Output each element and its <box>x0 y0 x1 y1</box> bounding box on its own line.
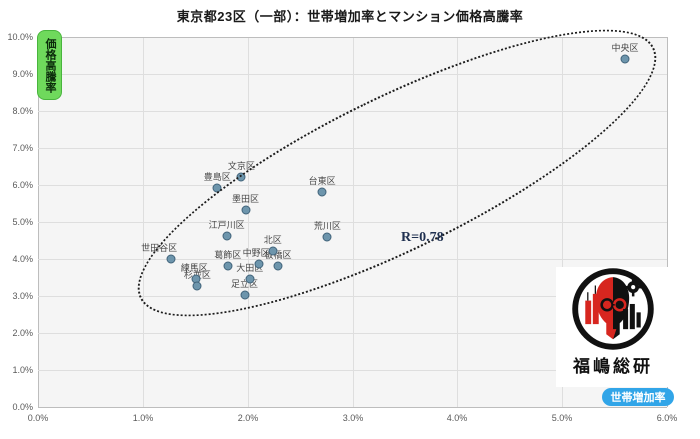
data-point-label: 荒川区 <box>313 220 341 231</box>
y-tick-label: 8.0% <box>12 106 33 116</box>
data-point-label: 北区 <box>263 234 282 245</box>
chart-title: 東京都23区（一部）：世帯増加率とマンション価格高騰率 <box>176 9 524 24</box>
y-tick-label: 7.0% <box>12 143 33 153</box>
data-point <box>273 261 283 271</box>
h-gridline <box>38 222 667 223</box>
data-point <box>223 261 233 271</box>
data-point <box>322 232 332 242</box>
x-tick-label: 3.0% <box>342 413 364 423</box>
y-tick-label: 9.0% <box>12 69 33 79</box>
data-point-label: 中央区 <box>611 43 639 54</box>
data-point <box>317 187 327 197</box>
data-point <box>166 254 176 264</box>
x-tick-label: 0.0% <box>27 413 49 423</box>
h-gridline <box>38 74 667 75</box>
plot-area: 中央区文京区 豊島区 台東区墨田区江戸川区 荒川区北区世田谷区中野区 板橋区 葛飾区 大田区… <box>38 37 668 408</box>
data-point-label: 墨田区 <box>232 194 260 205</box>
data-point <box>236 172 246 182</box>
h-gridline <box>38 333 667 334</box>
y-tick-label: 4.0% <box>12 254 33 264</box>
data-point <box>620 54 630 64</box>
data-point <box>212 183 222 193</box>
fukushima-souken-logo: 福嶋総研 <box>556 267 670 387</box>
data-point-label: 葛飾区 <box>214 250 242 261</box>
h-gridline <box>38 259 667 260</box>
data-point-label: 江戸川区 <box>208 219 245 230</box>
data-point <box>268 246 278 256</box>
data-point <box>254 259 264 269</box>
y-tick-label: 5.0% <box>12 217 33 227</box>
h-gridline <box>38 370 667 371</box>
data-point-label: 世田谷区 <box>141 243 178 253</box>
x-tick-label: 1.0% <box>132 413 154 423</box>
correlation-annotation: R=0.78 <box>401 230 444 245</box>
data-point <box>241 205 251 215</box>
y-tick-label: 6.0% <box>12 180 33 190</box>
y-tick-label: 3.0% <box>12 291 33 301</box>
y-tick-label: 1.0% <box>12 365 33 375</box>
h-gridline <box>38 185 667 186</box>
h-gridline <box>38 37 667 38</box>
y-tick-label: 0.0% <box>12 402 33 412</box>
y-axis-label: 価格高騰率 <box>37 30 62 100</box>
data-point-label: 中野区 <box>242 248 270 259</box>
data-point-label: 練馬区 <box>180 262 208 273</box>
h-gridline <box>38 407 667 408</box>
data-point-label: 大田区 <box>236 262 264 273</box>
data-point <box>240 290 250 300</box>
x-axis-label: 世帯増加率 <box>602 388 674 406</box>
data-point-label: 台東区 <box>308 176 336 187</box>
data-point <box>222 231 232 241</box>
data-point <box>245 274 255 284</box>
data-point <box>192 281 202 291</box>
y-tick-label: 10.0% <box>7 32 33 42</box>
data-point-label: 板橋区 <box>264 249 292 260</box>
y-tick-label: 2.0% <box>12 328 33 338</box>
x-tick-label: 4.0% <box>446 413 468 423</box>
v-gridline <box>667 37 668 407</box>
data-point-label: 文京区 <box>227 160 255 171</box>
data-point-label: 豊島区 <box>203 171 231 182</box>
x-tick-label: 5.0% <box>551 413 573 423</box>
x-tick-label: 6.0% <box>656 413 678 423</box>
logo-text: 福嶋総研 <box>573 357 653 376</box>
h-gridline <box>38 296 667 297</box>
data-point-label: 足立区 <box>231 278 259 289</box>
h-gridline <box>38 148 667 149</box>
x-tick-label: 2.0% <box>237 413 259 423</box>
logo-emblem-icon <box>572 268 654 350</box>
h-gridline <box>38 111 667 112</box>
